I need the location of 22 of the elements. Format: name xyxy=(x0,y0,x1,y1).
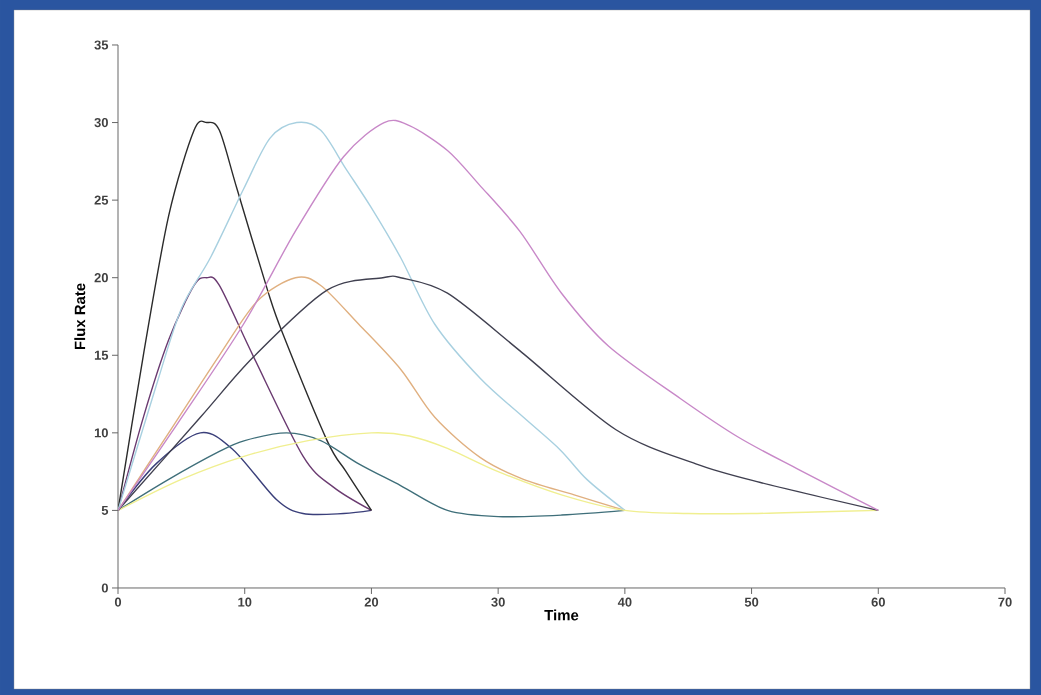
x-tick-label: 40 xyxy=(617,597,632,607)
y-tick-label: 0 xyxy=(101,583,108,593)
y-tick-label: 25 xyxy=(94,195,109,205)
x-tick-label: 30 xyxy=(491,597,505,607)
line-series xyxy=(118,431,879,515)
x-tick-label: 10 xyxy=(238,597,252,607)
y-tick-label: 35 xyxy=(94,40,109,50)
x-tick-label: 60 xyxy=(871,597,885,607)
x-tick-label: 20 xyxy=(364,597,379,607)
y-tick-label: 30 xyxy=(94,117,108,128)
line-series xyxy=(118,276,373,512)
x-tick-label: 50 xyxy=(744,597,759,607)
y-axis-title: Flux Rate xyxy=(74,283,86,350)
x-tick-label: 70 xyxy=(998,597,1012,607)
x-axis-title: Time xyxy=(544,609,579,621)
y-tick-label: 20 xyxy=(94,273,108,283)
line-series xyxy=(118,121,626,512)
x-tick-label: 0 xyxy=(114,597,122,607)
y-tick-label: 10 xyxy=(94,428,108,438)
y-tick-label: 5 xyxy=(101,505,109,515)
y-tick-label: 15 xyxy=(94,350,109,360)
line-series xyxy=(118,121,373,512)
